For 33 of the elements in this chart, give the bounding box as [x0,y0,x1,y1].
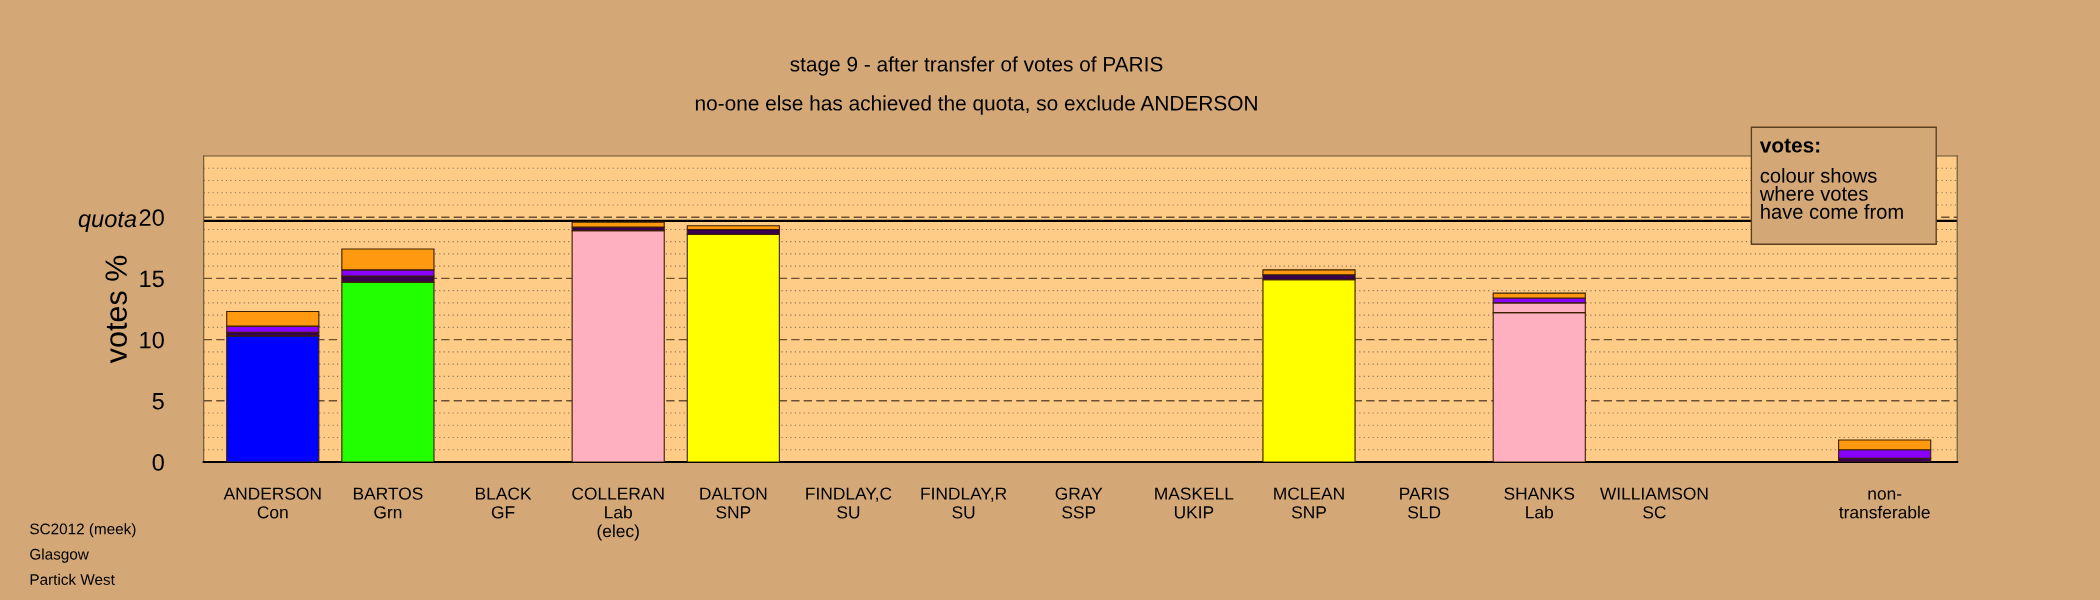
x-tick-label: FINDLAY,C SU [806,487,892,519]
x-tick-label: PARIS SLD [1400,487,1449,519]
y-tick-label: 20 [139,209,164,226]
x-tick-label: ANDERSON Con [223,487,321,519]
x-tick-label: GRAY SSP [1055,487,1103,519]
x-tick-label: non- transferable [1839,490,1930,519]
bar [226,335,320,462]
annotation: colour shows where votes have come from [1759,168,1903,219]
bar [1262,269,1356,276]
bar [1262,279,1356,462]
chart-title: stage 9 - after transfer of votes of PARIS [790,56,1163,76]
bar [571,221,665,228]
bar [341,281,435,462]
x-tick-label: DALTON SNP [700,487,767,519]
x-tick-label: MASKELL UKIP [1155,487,1234,519]
x-tick-label: WILLIAMSON SC [1599,487,1708,519]
y-tick-label: 0 [152,454,164,471]
bar [571,230,665,462]
bar [686,233,780,462]
x-tick-label: MCLEAN SNP [1274,487,1344,519]
x-tick-label: SHANKS Lab [1504,487,1575,519]
x-tick-label: COLLERAN Lab (elec) [572,487,664,541]
x-tick-label: BLACK GF [476,487,532,519]
text: SC2012 (meek) Glasgow Partick West [30,523,136,585]
y-tick-label: 15 [140,270,164,288]
text: votes: [1759,138,1820,153]
x-tick-label: BARTOS Grn [353,487,423,519]
chart-subtitle: no-one else has achieved the quota, so exclude ANDERSON [695,95,1257,115]
y-tick-label: 10 [140,331,164,349]
y-axis-title: votes % [105,255,127,364]
y-tick-label: 5 [152,393,164,410]
x-tick-label: FINDLAY,R SU [921,487,1007,519]
ref-line-label: quota [78,211,137,232]
